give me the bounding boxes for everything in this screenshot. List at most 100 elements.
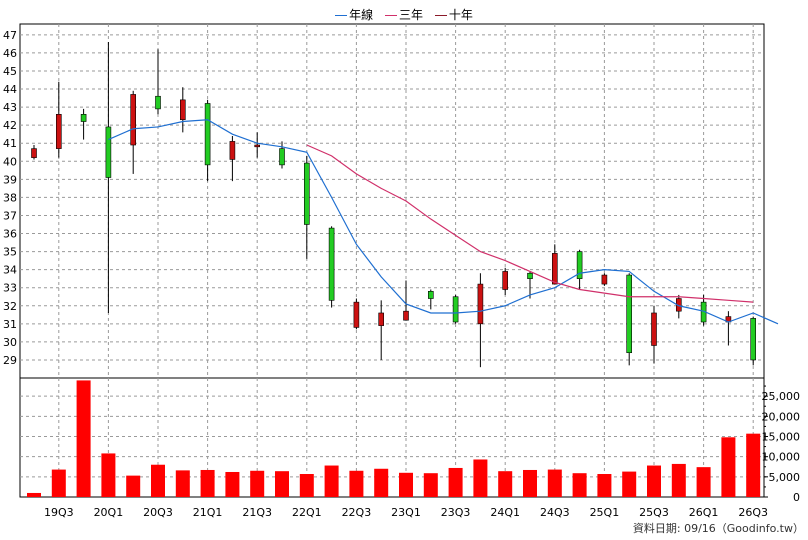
candle-body bbox=[576, 251, 583, 279]
volume-bar bbox=[27, 492, 41, 497]
candle-body bbox=[279, 148, 285, 166]
candle-body bbox=[477, 283, 484, 325]
volume-bar bbox=[225, 471, 240, 497]
candle-body bbox=[527, 272, 533, 279]
volume-bar bbox=[200, 469, 215, 497]
price-tick-label: 33 bbox=[3, 282, 17, 295]
candle-body bbox=[105, 126, 112, 178]
x-tick-label: 25Q3 bbox=[639, 506, 669, 519]
candle-body bbox=[403, 310, 409, 321]
candle-body bbox=[427, 291, 434, 299]
volume-tick-label: 15,000 bbox=[762, 430, 801, 443]
x-tick-label: 20Q3 bbox=[143, 506, 173, 519]
candle-body bbox=[80, 114, 87, 122]
price-tick-label: 37 bbox=[3, 209, 17, 222]
legend-item-three-year: 三年 bbox=[384, 6, 423, 23]
volume-bar bbox=[399, 472, 413, 497]
price-tick-label: 45 bbox=[3, 65, 17, 78]
volume-bar bbox=[250, 470, 265, 497]
candle-body bbox=[204, 103, 211, 166]
price-plot-area bbox=[19, 23, 765, 379]
price-tick-label: 47 bbox=[3, 29, 17, 42]
candle-body bbox=[130, 94, 136, 146]
candle-body bbox=[452, 296, 459, 323]
x-tick-label: 26Q3 bbox=[738, 506, 768, 519]
volume-bar bbox=[721, 437, 736, 497]
volume-bar bbox=[746, 433, 761, 497]
price-tick-label: 43 bbox=[3, 101, 17, 114]
volume-bar bbox=[572, 473, 587, 497]
price-tick-label: 44 bbox=[3, 83, 17, 96]
price-tick-label: 36 bbox=[3, 228, 17, 241]
candle-body bbox=[254, 144, 260, 148]
moving-average-line bbox=[306, 144, 754, 303]
price-tick-label: 41 bbox=[3, 137, 17, 150]
price-tick-label: 30 bbox=[3, 336, 17, 349]
volume-bar bbox=[349, 470, 364, 497]
x-tick-label: 19Q3 bbox=[44, 506, 74, 519]
chart-legend: 年線 三年 十年 bbox=[0, 6, 808, 23]
volume-bar bbox=[423, 473, 438, 497]
volume-bar bbox=[101, 453, 116, 497]
candle-body bbox=[303, 162, 310, 225]
candle-body bbox=[229, 141, 236, 160]
price-tick-label: 29 bbox=[3, 354, 17, 367]
price-tick-label: 42 bbox=[3, 119, 17, 132]
volume-tick-label: 25,000 bbox=[762, 390, 801, 403]
price-tick-label: 40 bbox=[3, 155, 17, 168]
candle-body bbox=[378, 312, 385, 326]
x-tick-label: 23Q3 bbox=[441, 506, 471, 519]
price-tick-label: 39 bbox=[3, 173, 17, 186]
volume-bar bbox=[473, 459, 488, 497]
volume-bar bbox=[597, 474, 612, 497]
volume-bar bbox=[523, 469, 537, 497]
x-tick-label: 22Q1 bbox=[292, 506, 322, 519]
volume-bar bbox=[299, 474, 314, 497]
moving-average-line bbox=[108, 119, 779, 325]
candle-body bbox=[180, 99, 186, 121]
x-tick-label: 23Q1 bbox=[391, 506, 421, 519]
candle-body bbox=[502, 271, 509, 290]
candle-body bbox=[55, 114, 62, 149]
price-tick-label: 38 bbox=[3, 191, 17, 204]
volume-tick-label: 0 bbox=[793, 491, 800, 504]
legend-label-annual: 年線 bbox=[349, 8, 374, 22]
legend-label-three-year: 三年 bbox=[398, 8, 423, 22]
volume-tick-label: 20,000 bbox=[762, 410, 801, 423]
candle-body bbox=[155, 95, 161, 110]
price-tick-label: 34 bbox=[3, 264, 17, 277]
candle-body bbox=[651, 312, 657, 346]
candle-body bbox=[626, 274, 633, 354]
volume-bar bbox=[374, 468, 389, 497]
data-source-label: 資料日期: 09/16（Goodinfo.tw） bbox=[632, 522, 804, 535]
candle-body bbox=[601, 274, 608, 285]
x-tick-label: 26Q1 bbox=[689, 506, 719, 519]
x-tick-label: 21Q1 bbox=[193, 506, 223, 519]
x-tick-label: 22Q3 bbox=[342, 506, 372, 519]
volume-bar bbox=[696, 467, 711, 497]
legend-swatch-ten-year bbox=[434, 15, 447, 16]
candle-body bbox=[328, 227, 335, 301]
legend-label-ten-year: 十年 bbox=[448, 8, 473, 22]
volume-bar bbox=[498, 471, 513, 497]
volume-bar bbox=[126, 475, 141, 497]
price-tick-label: 31 bbox=[3, 318, 17, 331]
volume-tick-label: 5,000 bbox=[769, 471, 801, 484]
price-tick-label: 46 bbox=[3, 47, 17, 60]
volume-bar bbox=[76, 380, 91, 497]
x-tick-label: 24Q1 bbox=[490, 506, 520, 519]
x-tick-label: 21Q3 bbox=[242, 506, 272, 519]
volume-bar bbox=[671, 463, 686, 497]
candle-body bbox=[31, 148, 37, 158]
candle-body bbox=[353, 301, 360, 328]
x-tick-label: 24Q3 bbox=[540, 506, 570, 519]
volume-bar bbox=[622, 471, 637, 497]
volume-bar bbox=[175, 470, 190, 497]
volume-bar bbox=[51, 469, 66, 497]
candle-body bbox=[750, 318, 757, 361]
candle-body bbox=[551, 253, 558, 285]
x-tick-label: 20Q1 bbox=[94, 506, 124, 519]
volume-bar bbox=[324, 465, 339, 497]
volume-bar bbox=[275, 471, 289, 497]
